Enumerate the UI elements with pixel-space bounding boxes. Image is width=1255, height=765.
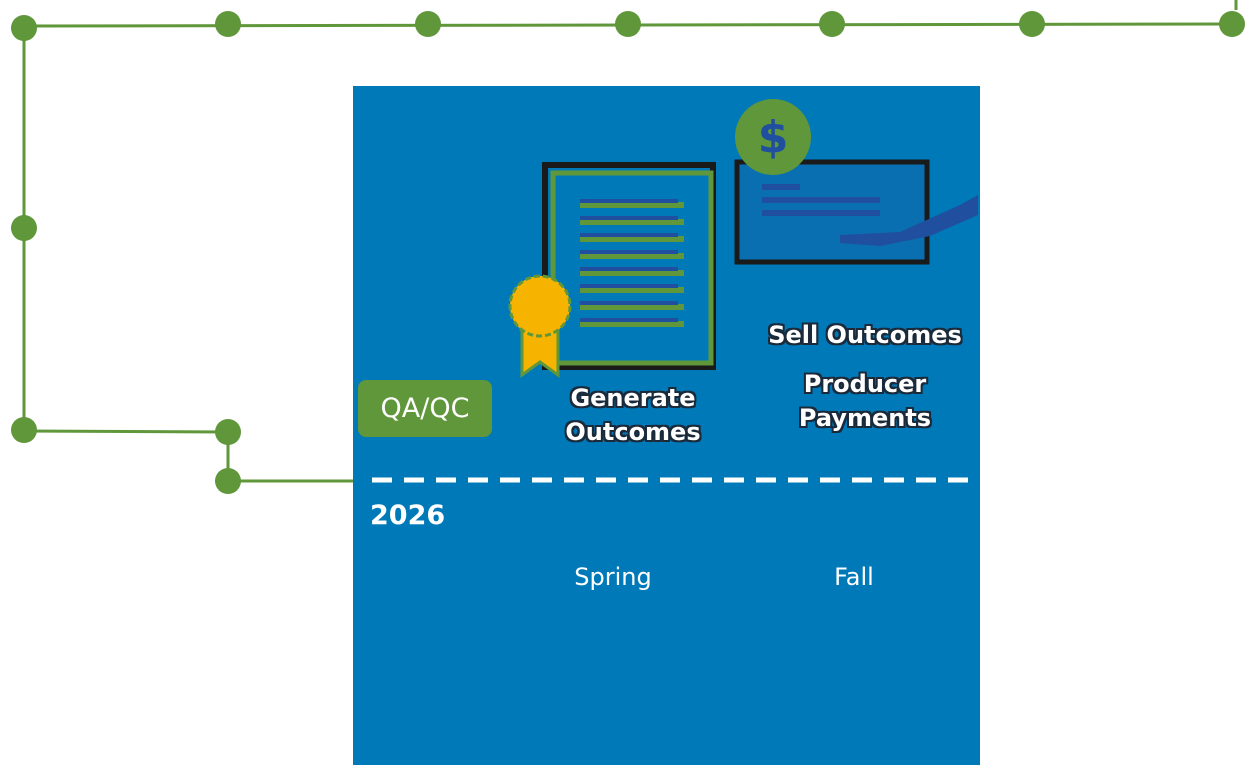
sell-outcomes-label: Sell Outcomes xyxy=(750,318,980,352)
page: $ QA/QC Generate Outcomes Sell Outcomes … xyxy=(0,0,1255,765)
spring-label: Spring xyxy=(543,563,683,591)
svg-text:$: $ xyxy=(758,112,789,163)
fall-label: Fall xyxy=(794,563,914,591)
year-label: 2026 xyxy=(370,500,445,531)
qa-qc-label: QA/QC xyxy=(358,380,492,437)
producer-payments-label: Producer Payments xyxy=(780,367,950,435)
generate-outcomes-label: Generate Outcomes xyxy=(543,381,723,449)
